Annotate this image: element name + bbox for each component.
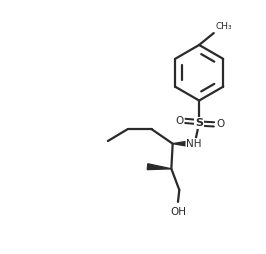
Text: OH: OH: [171, 207, 186, 217]
Text: O: O: [176, 116, 184, 126]
Text: CH₃: CH₃: [215, 22, 232, 31]
Polygon shape: [147, 164, 171, 170]
Text: S: S: [195, 118, 203, 128]
Polygon shape: [173, 141, 189, 146]
Text: NH: NH: [186, 139, 202, 149]
Text: O: O: [216, 119, 225, 129]
